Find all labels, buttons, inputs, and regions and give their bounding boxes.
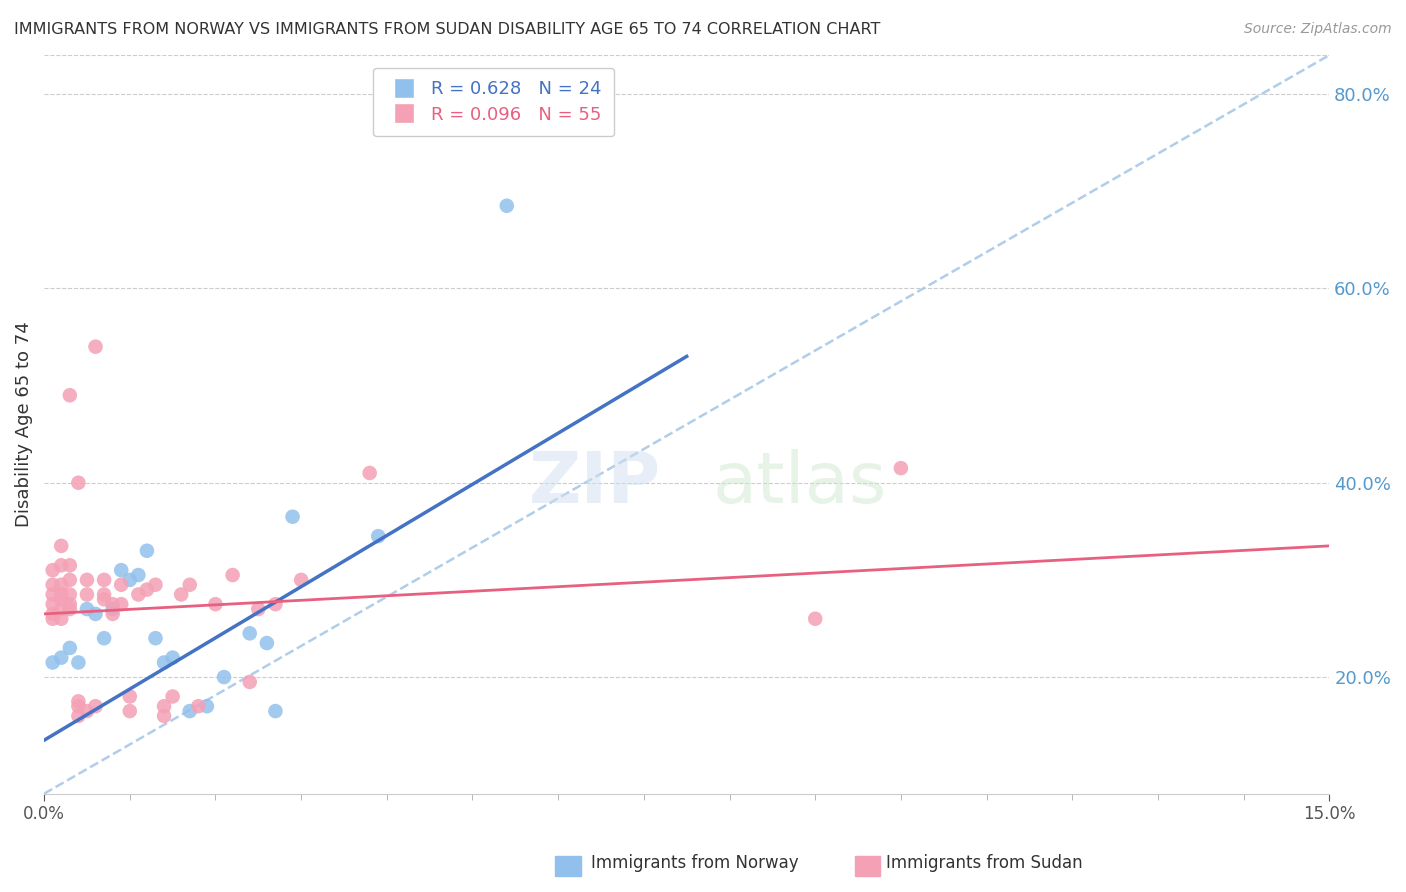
Point [153,656,176,670]
Point [162,650,184,665]
Text: atlas: atlas [713,449,887,518]
Text: Immigrants from Sudan: Immigrants from Sudan [886,855,1083,872]
Legend: R = 0.628   N = 24, R = 0.096   N = 55: R = 0.628 N = 24, R = 0.096 N = 55 [374,68,614,136]
Point [179,578,201,592]
Point [76,587,98,601]
Point [153,699,176,714]
Point [101,607,124,621]
Text: IMMIGRANTS FROM NORWAY VS IMMIGRANTS FROM SUDAN DISABILITY AGE 65 TO 74 CORRELAT: IMMIGRANTS FROM NORWAY VS IMMIGRANTS FRO… [14,22,880,37]
Point [204,597,226,611]
Point [290,573,312,587]
Point [76,602,98,616]
Point [67,709,90,723]
Point [118,690,141,704]
Point [84,340,107,354]
Point [59,597,82,611]
Point [51,558,73,573]
Point [359,466,381,480]
Point [170,587,193,601]
Point [84,699,107,714]
Point [212,670,235,684]
Point [93,631,115,645]
Point [127,568,149,582]
Point [239,674,262,689]
Point [110,563,132,577]
Point [804,612,827,626]
Point [110,578,132,592]
Point [41,587,63,601]
Point [59,602,82,616]
Point [59,558,82,573]
Point [101,602,124,616]
Point [76,573,98,587]
Point [101,597,124,611]
Point [51,650,73,665]
Point [145,578,167,592]
Point [59,587,82,601]
Point [256,636,278,650]
Point [153,709,176,723]
Point [67,699,90,714]
Text: Immigrants from Norway: Immigrants from Norway [591,855,799,872]
Point [51,578,73,592]
Point [110,597,132,611]
Point [890,461,912,475]
Point [118,573,141,587]
Point [41,597,63,611]
Point [93,587,115,601]
Point [76,704,98,718]
Point [51,612,73,626]
Point [162,690,184,704]
Point [41,656,63,670]
Point [51,592,73,607]
Point [135,543,157,558]
Point [127,587,149,601]
Point [51,587,73,601]
Point [93,573,115,587]
Point [221,568,243,582]
Point [247,602,270,616]
Point [59,640,82,655]
Point [145,631,167,645]
Point [51,539,73,553]
Point [264,597,287,611]
Point [135,582,157,597]
Point [41,563,63,577]
Point [67,694,90,708]
Text: ZIP: ZIP [529,449,661,518]
Point [51,602,73,616]
Point [41,612,63,626]
Point [179,704,201,718]
Point [93,592,115,607]
Y-axis label: Disability Age 65 to 74: Disability Age 65 to 74 [15,321,32,527]
Point [84,607,107,621]
Point [67,475,90,490]
Point [195,699,218,714]
Point [59,388,82,402]
Point [59,573,82,587]
Point [118,704,141,718]
Point [187,699,209,714]
Point [41,578,63,592]
Point [281,509,304,524]
Point [67,656,90,670]
Text: Source: ZipAtlas.com: Source: ZipAtlas.com [1244,22,1392,37]
Point [264,704,287,718]
Point [495,199,517,213]
Point [41,607,63,621]
Point [367,529,389,543]
Point [239,626,262,640]
